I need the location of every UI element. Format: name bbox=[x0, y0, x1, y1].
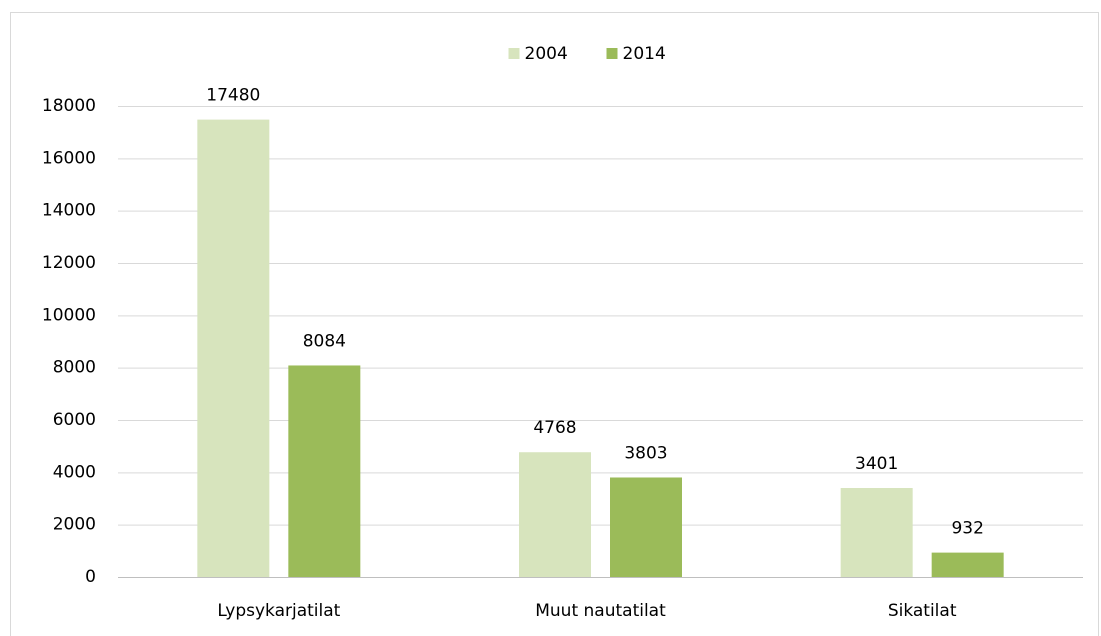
legend-label: 2004 bbox=[525, 44, 568, 64]
bar bbox=[610, 477, 682, 577]
y-tick-label: 0 bbox=[85, 567, 96, 587]
y-tick-label: 6000 bbox=[53, 410, 96, 430]
y-tick-label: 18000 bbox=[42, 96, 96, 116]
bar bbox=[840, 488, 913, 577]
bar bbox=[197, 119, 270, 578]
data-label: 3803 bbox=[624, 443, 667, 463]
legend-swatch bbox=[606, 48, 618, 59]
y-tick-label: 8000 bbox=[53, 358, 96, 378]
x-tick-label: Sikatilat bbox=[888, 601, 957, 621]
legend-label: 2014 bbox=[623, 44, 666, 64]
data-label: 932 bbox=[951, 519, 983, 539]
x-tick-label: Lypsykarjatilat bbox=[217, 601, 340, 621]
y-tick-label: 12000 bbox=[42, 253, 96, 273]
bar bbox=[931, 552, 1004, 577]
x-tick-label: Muut nautatilat bbox=[535, 601, 666, 621]
y-tick-label: 4000 bbox=[53, 462, 96, 482]
data-label: 8084 bbox=[303, 331, 346, 351]
bar bbox=[288, 365, 361, 577]
data-label: 17480 bbox=[206, 86, 260, 106]
data-label: 4768 bbox=[533, 418, 576, 438]
y-tick-label: 16000 bbox=[42, 148, 96, 168]
y-tick-label: 2000 bbox=[53, 515, 96, 535]
data-label: 3401 bbox=[855, 454, 898, 474]
bar bbox=[519, 452, 591, 577]
legend-swatch bbox=[508, 48, 520, 59]
y-tick-label: 14000 bbox=[42, 201, 96, 221]
chart-border bbox=[10, 12, 1099, 636]
y-tick-label: 10000 bbox=[42, 305, 96, 325]
